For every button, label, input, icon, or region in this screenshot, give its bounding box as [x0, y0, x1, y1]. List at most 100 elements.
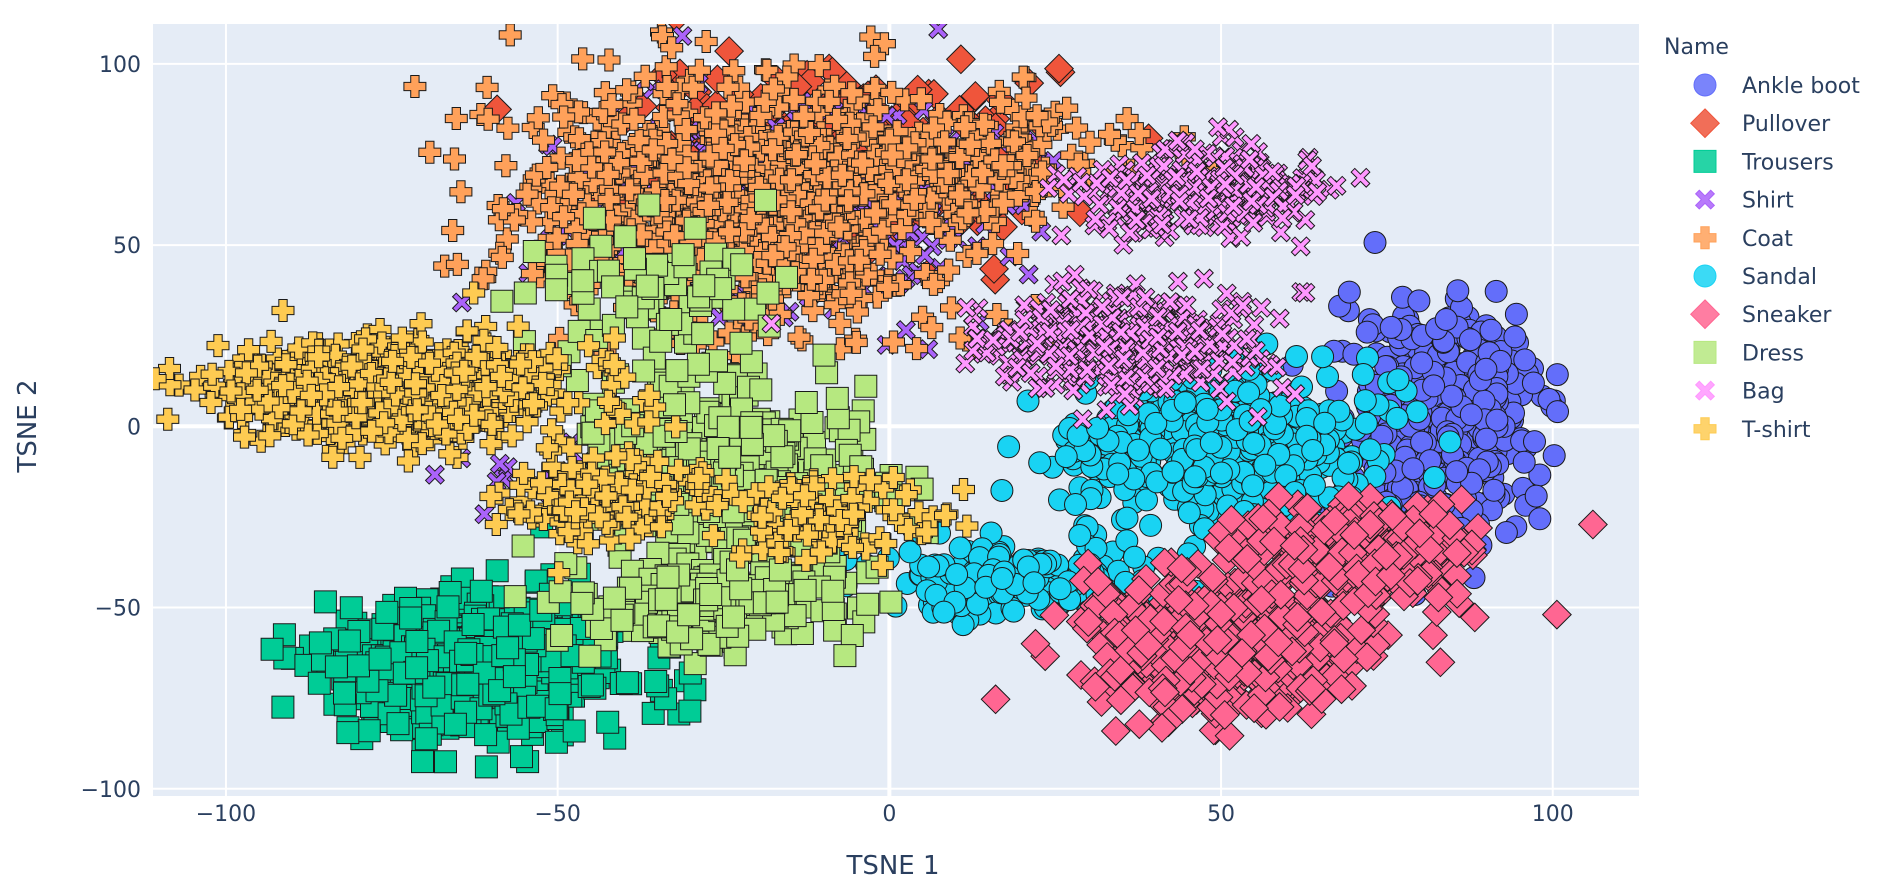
data-point: [405, 656, 429, 680]
data-point: [313, 590, 337, 614]
data-point: [485, 559, 509, 583]
data-point: [436, 595, 460, 619]
data-point: [1209, 461, 1233, 485]
data-point: [1494, 521, 1518, 544]
data-point: [1545, 363, 1569, 387]
data-point: [1422, 374, 1446, 398]
data-point: [1445, 460, 1469, 484]
data-point: [375, 600, 399, 624]
data-point: [1336, 451, 1361, 475]
data-point: [1353, 389, 1377, 413]
data-point: [1351, 363, 1375, 386]
data-point: [1542, 444, 1566, 468]
data-point: [678, 699, 702, 723]
data-point: [308, 631, 332, 655]
data-point: [336, 721, 360, 745]
data-point: [1379, 315, 1403, 339]
data-point: [1482, 478, 1506, 502]
data-point: [1434, 308, 1458, 331]
data-point: [562, 719, 586, 743]
series-trousers: [260, 515, 707, 779]
data-point: [1139, 513, 1163, 537]
data-point: [1458, 328, 1482, 352]
data-point: [1440, 384, 1464, 408]
data-point: [1315, 365, 1340, 389]
data-point: [510, 745, 533, 769]
data-point: [1528, 507, 1552, 531]
data-point: [260, 637, 284, 661]
data-point: [337, 629, 361, 653]
data-point: [1313, 411, 1337, 435]
data-point: [507, 613, 531, 637]
data-point: [854, 374, 878, 398]
data-point: [960, 80, 991, 112]
data-point: [1195, 397, 1219, 421]
data-point: [990, 567, 1014, 590]
data-point: [1513, 348, 1537, 372]
data-point: [1484, 279, 1508, 303]
data-point: [1479, 318, 1503, 342]
data-point: [443, 712, 467, 736]
data-point: [1407, 289, 1431, 313]
data-point: [812, 343, 836, 367]
data-point: [1068, 524, 1092, 547]
data-point: [1106, 462, 1130, 486]
data-point: [386, 712, 410, 736]
data-point: [932, 600, 956, 624]
data-point: [1301, 439, 1325, 462]
data-point: [414, 727, 438, 751]
data-point: [644, 670, 668, 693]
data-point: [405, 630, 429, 653]
data-point: [1241, 474, 1265, 498]
data-point: [1122, 545, 1147, 569]
data-point: [1173, 391, 1197, 415]
data-point: [1054, 445, 1078, 469]
data-point: [333, 681, 356, 705]
data-point: [714, 36, 745, 67]
data-point: [1337, 280, 1361, 304]
data-point: [945, 44, 976, 75]
data-points: [153, 0, 1608, 779]
data-point: [917, 555, 941, 579]
data-point: [1048, 577, 1072, 601]
data-point: [1253, 453, 1277, 477]
data-point: [1521, 371, 1545, 395]
data-point: [948, 536, 972, 560]
data-point: [1161, 460, 1185, 484]
data-point: [548, 682, 572, 706]
data-point: [720, 0, 739, 12]
data-point: [1358, 438, 1382, 462]
data-point: [1355, 320, 1379, 344]
data-point: [580, 673, 604, 697]
data-point: [1126, 438, 1150, 462]
data-point: [1438, 430, 1462, 454]
data-point: [469, 579, 493, 603]
data-point: [1115, 506, 1139, 530]
data-point: [1422, 466, 1446, 489]
data-point: [502, 665, 526, 689]
data-point: [1474, 357, 1498, 381]
data-point: [1405, 400, 1429, 424]
data-point: [1063, 493, 1088, 516]
data-point: [271, 695, 295, 719]
data-point: [434, 750, 457, 774]
data-point: [1022, 571, 1046, 595]
data-point: [990, 479, 1014, 502]
data-point: [474, 755, 498, 779]
data-point: [1311, 345, 1335, 369]
data-point: [1528, 463, 1552, 487]
data-point: [324, 655, 348, 679]
data-point: [368, 647, 392, 671]
data-point: [1302, 473, 1326, 497]
data-point: [1504, 302, 1528, 326]
data-point: [1474, 427, 1498, 451]
data-point: [1043, 53, 1075, 84]
data-point: [1028, 451, 1052, 475]
data-point: [1199, 431, 1223, 455]
data-point: [474, 723, 498, 747]
data-point: [1522, 430, 1547, 454]
data-point: [357, 719, 381, 743]
data-point: [1446, 279, 1470, 303]
data-point: [1401, 457, 1425, 481]
